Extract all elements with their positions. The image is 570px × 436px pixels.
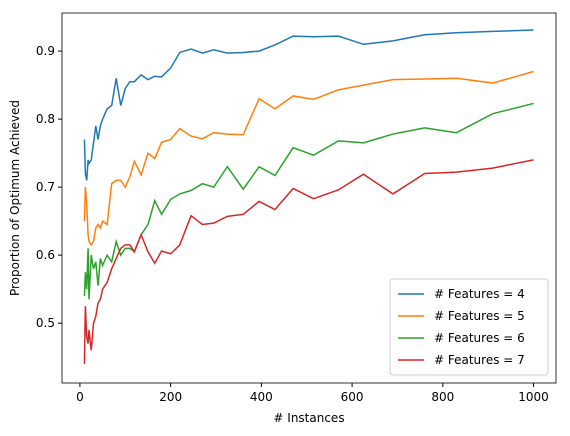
legend-label: # Features = 5	[434, 309, 525, 323]
legend-label: # Features = 4	[434, 287, 525, 301]
series-line	[83, 70, 534, 247]
y-tick-label: 0.5	[36, 316, 55, 330]
series-line	[83, 29, 534, 181]
legend-label: # Features = 7	[434, 353, 525, 367]
x-tick-label: 1000	[518, 390, 549, 404]
y-tick-label: 0.8	[36, 112, 55, 126]
y-tick-label: 0.9	[36, 44, 55, 58]
plot-frame	[61, 12, 557, 384]
x-tick-label: 800	[431, 390, 454, 404]
legend-label: # Features = 6	[434, 331, 525, 345]
legend-box	[389, 278, 549, 376]
x-tick-label: 400	[250, 390, 273, 404]
x-axis-label: # Instances	[273, 411, 344, 425]
x-tick-label: 600	[341, 390, 364, 404]
y-tick-label: 0.7	[36, 180, 55, 194]
series-line	[83, 102, 534, 300]
y-tick-label: 0.6	[36, 248, 55, 262]
x-tick-label: 0	[76, 390, 84, 404]
y-axis-label: Proportion of Optimum Achieved	[8, 100, 22, 296]
series-line	[83, 159, 534, 364]
x-tick-label: 200	[159, 390, 182, 404]
